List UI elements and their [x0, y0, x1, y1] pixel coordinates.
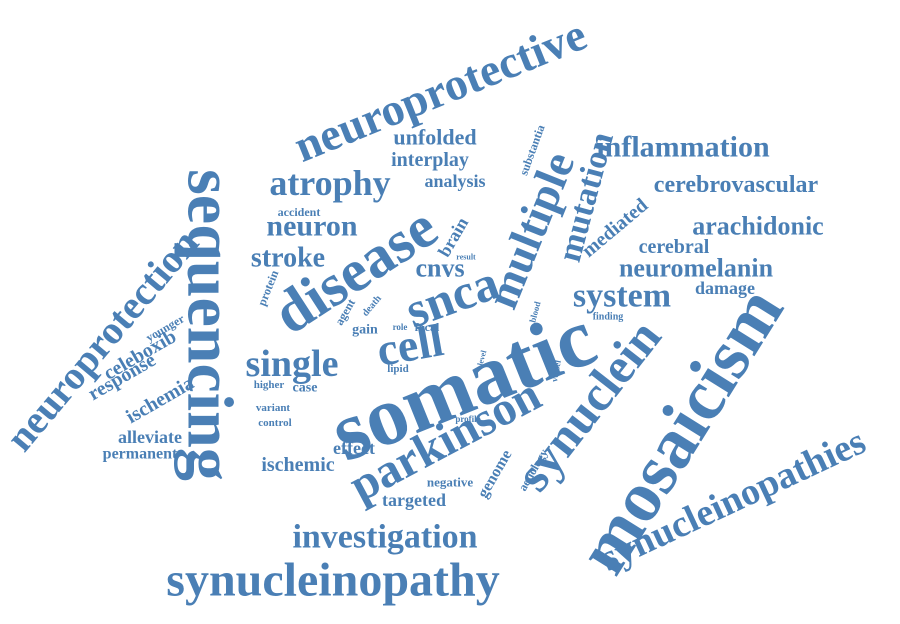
word-sequencing: sequencing — [174, 169, 247, 481]
word-role: role — [393, 322, 408, 332]
word-interplay: interplay — [391, 149, 469, 171]
word-single: single — [246, 343, 339, 385]
word-control: control — [258, 417, 291, 429]
word-ischemic: ischemic — [261, 454, 334, 476]
word-arachidonic: arachidonic — [692, 212, 823, 241]
word-alleviate: alleviate — [118, 427, 182, 447]
word-cnvs: cnvs — [415, 254, 464, 283]
word-effect: effect — [333, 438, 375, 458]
word-focal: focal — [415, 320, 440, 334]
word-unfolded: unfolded — [393, 125, 476, 150]
word-variant: variant — [256, 402, 291, 414]
word-vessel: vessel — [549, 359, 563, 383]
word-targeted: targeted — [382, 490, 446, 510]
word-accident: accident — [278, 205, 321, 219]
word-damage: damage — [695, 278, 755, 298]
word-cerebral: cerebral — [639, 236, 710, 258]
word-synucleinopathy: synucleinopathy — [166, 554, 499, 607]
word-cell: cell — [373, 314, 447, 376]
word-higher: higher — [254, 379, 285, 391]
word-analysis: analysis — [424, 171, 485, 191]
word-negative: negative — [427, 475, 473, 490]
word-finding: finding — [593, 312, 624, 323]
word-neuromelanin: neuromelanin — [619, 254, 774, 283]
word-level: level — [476, 349, 489, 367]
word-permanent: permanent — [103, 446, 178, 463]
word-profile: profile — [455, 414, 480, 424]
word-atrophy: atrophy — [269, 163, 390, 203]
word-investigation: investigation — [292, 519, 477, 556]
word-case: case — [293, 381, 318, 396]
word-lipid: lipid — [387, 363, 408, 375]
word-stroke: stroke — [251, 243, 325, 274]
word-neuron: neuron — [266, 210, 357, 243]
word-gain: gain — [352, 323, 378, 338]
word-result: result — [456, 253, 476, 262]
word-cerebrovascular: cerebrovascular — [654, 172, 819, 198]
word-system: system — [573, 278, 671, 315]
word-inflammation: inflammation — [596, 131, 770, 164]
word-genome: genome — [475, 447, 516, 501]
